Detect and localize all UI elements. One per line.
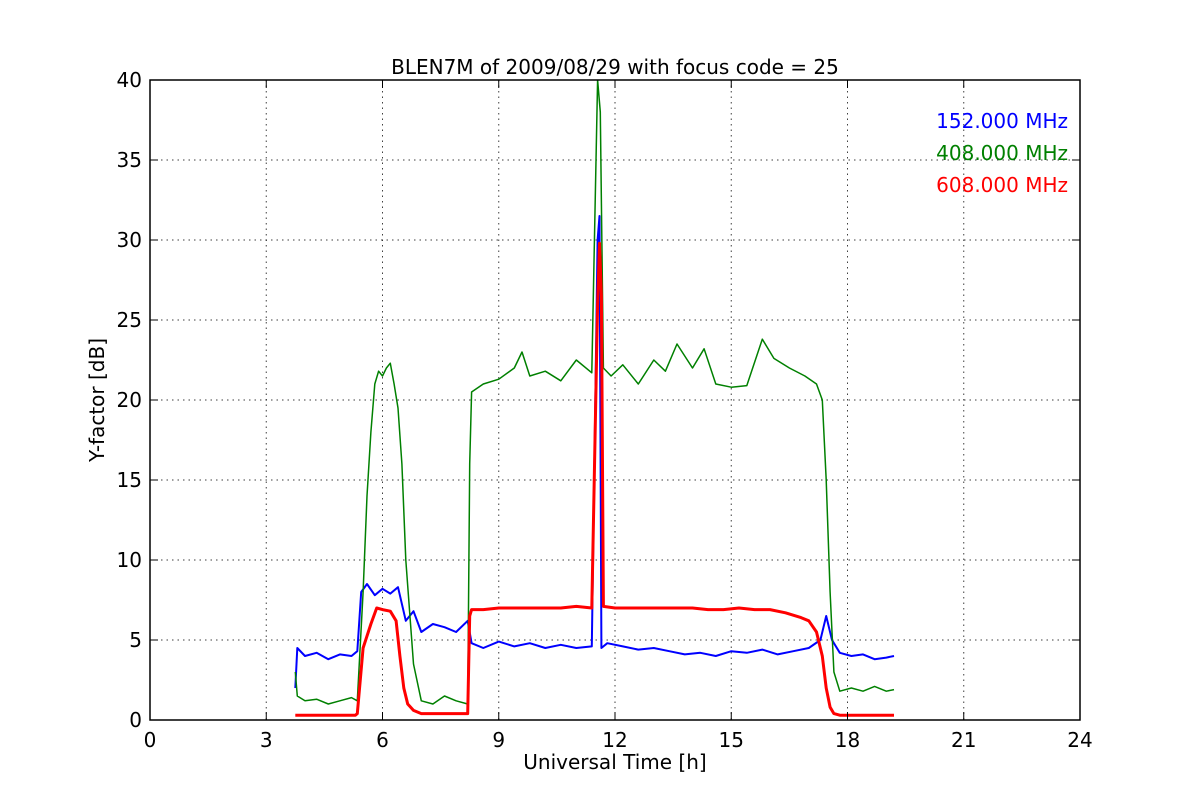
y-tick-label: 15 (117, 468, 142, 492)
series-line-2 (294, 80, 895, 705)
legend-entry-3: 608.000 MHz (936, 173, 1068, 197)
y-axis-label: Y-factor [dB] (85, 338, 109, 463)
y-tick-label: 10 (117, 548, 142, 572)
plot-area (294, 80, 895, 717)
y-tick-label: 0 (129, 708, 142, 732)
y-tick-label: 5 (129, 628, 142, 652)
x-axis-label: Universal Time [h] (523, 750, 706, 774)
x-tick-label: 12 (602, 728, 627, 752)
legend-entry-2: 408.000 MHz (936, 141, 1068, 165)
x-tick-label: 24 (1067, 728, 1092, 752)
x-tick-label: 18 (835, 728, 860, 752)
legend: 152.000 MHz 408.000 MHz 608.000 MHz (936, 109, 1068, 197)
x-tick-label: 15 (719, 728, 744, 752)
x-tick-label: 3 (260, 728, 273, 752)
series-line-3 (295, 241, 894, 717)
series-layer (294, 80, 895, 717)
chart-title: BLEN7M of 2009/08/29 with focus code = 2… (391, 55, 839, 79)
y-tick-label: 35 (117, 148, 142, 172)
x-tick-label: 0 (144, 728, 157, 752)
series-line-1 (294, 215, 895, 689)
y-tick-label: 25 (117, 308, 142, 332)
x-tick-label: 9 (492, 728, 505, 752)
legend-entry-1: 152.000 MHz (936, 109, 1068, 133)
grid (150, 80, 1080, 720)
x-tick-label: 6 (376, 728, 389, 752)
y-tick-label: 30 (117, 228, 142, 252)
y-tick-label: 40 (117, 68, 142, 92)
x-tick-label: 21 (951, 728, 976, 752)
ticks: 0 3 6 9 12 15 18 21 24 0 5 10 15 20 25 30 35 40 (117, 68, 1093, 752)
y-tick-label: 20 (117, 388, 142, 412)
